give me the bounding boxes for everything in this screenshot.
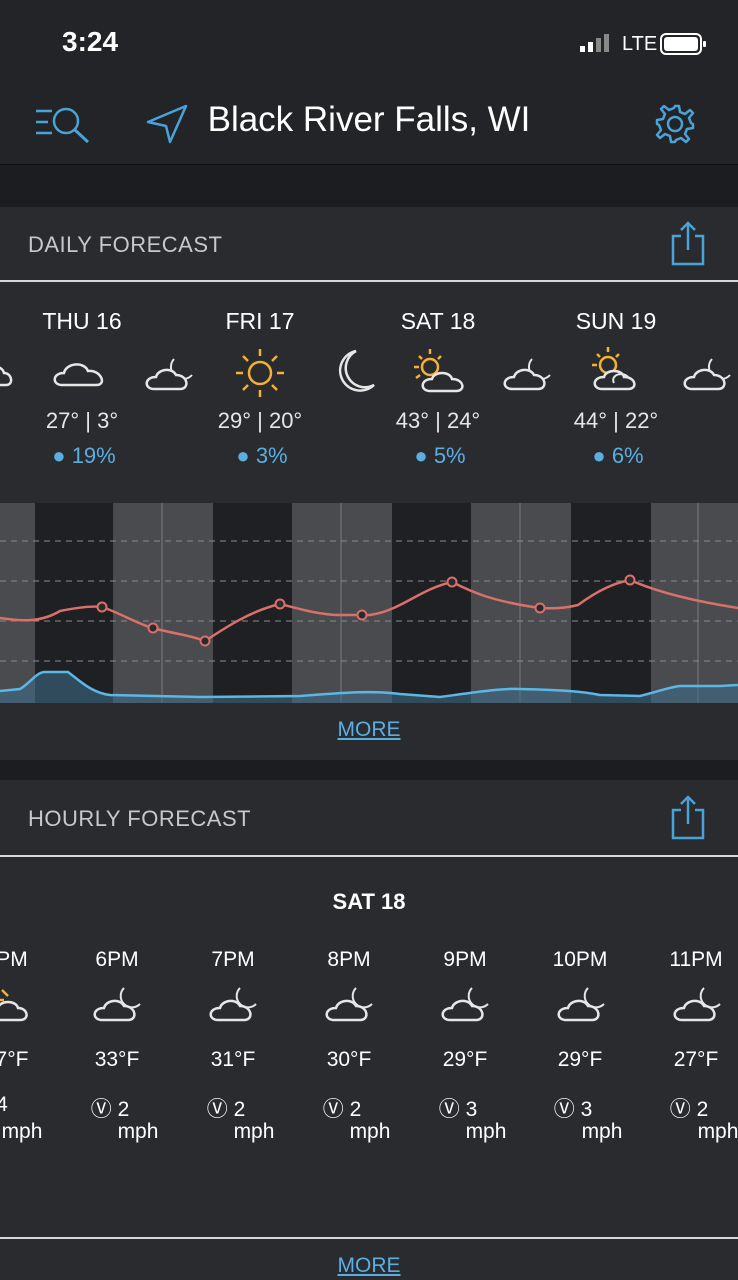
hour-wind: Ⓥ 2: [669, 1098, 709, 1121]
cloudy-night-icon: [557, 987, 605, 1022]
partly-sunny-icon: [414, 349, 464, 393]
partly-sunny-icon: [592, 347, 636, 391]
wind-direction-icon: Ⓥ: [322, 1098, 344, 1121]
hour-label: 10PM: [552, 948, 608, 971]
cloudy-night-icon: [683, 358, 731, 391]
daily-divider: [0, 280, 738, 282]
wind-unit: mph: [233, 1120, 275, 1143]
moon-icon: [338, 349, 375, 392]
hour-temp: 29°F: [557, 1048, 603, 1071]
day-label: SUN 19: [575, 308, 657, 334]
wind-unit: mph: [697, 1120, 738, 1143]
hour-label: 7PM: [211, 948, 255, 971]
wind-direction-icon: Ⓥ: [438, 1098, 460, 1121]
status-bar: [0, 0, 738, 88]
partly-sunny-icon: [0, 989, 28, 1022]
sun-icon: [236, 349, 284, 397]
hourly-forecast-title: HOURLY FORECAST: [28, 806, 252, 831]
share-icon[interactable]: [670, 220, 706, 266]
app-header: [0, 88, 738, 165]
day-precip: ● 19%: [52, 443, 116, 468]
hour-label: 8PM: [327, 948, 371, 971]
hour-wind: Ⓥ 2: [206, 1098, 246, 1121]
daily-more-link[interactable]: MORE: [337, 718, 401, 741]
day-precip: ● 6%: [592, 443, 644, 468]
cloudy-night-icon: [93, 987, 141, 1022]
day-label: SAT 18: [400, 308, 476, 334]
cloudy-night-icon: [145, 358, 193, 391]
hourly-more-link[interactable]: MORE: [337, 1254, 401, 1277]
cloudy-night-icon: [503, 358, 551, 391]
wind-direction-icon: Ⓥ: [206, 1098, 228, 1121]
hour-wind: Ⓥ 3: [438, 1098, 478, 1121]
hour-temp: 27°F: [673, 1048, 719, 1071]
wind-direction-icon: Ⓥ: [90, 1098, 112, 1121]
hour-label: 6PM: [95, 948, 139, 971]
hour-temp: 7°F: [0, 1048, 29, 1071]
battery-icon: [660, 33, 706, 55]
daily-forecast-title: DAILY FORECAST: [28, 232, 223, 257]
raindrop-icon: ●: [236, 443, 250, 468]
hour-temp: 33°F: [94, 1048, 140, 1071]
daily-icons-row: [0, 347, 731, 397]
search-menu-icon[interactable]: [34, 103, 92, 145]
gear-icon[interactable]: [654, 103, 696, 145]
hour-label: PM: [0, 948, 28, 971]
hour-label: 9PM: [443, 948, 487, 971]
hour-temp: 30°F: [326, 1048, 372, 1071]
wind-unit: mph: [581, 1120, 623, 1143]
cloud-icon: [0, 366, 13, 387]
hour-label: 11PM: [669, 948, 723, 971]
hourly-forecast-card: [0, 780, 738, 1280]
location-title[interactable]: Black River Falls, WI: [207, 100, 531, 139]
day-temps: 29° | 20°: [217, 408, 303, 433]
cloudy-night-icon: [209, 987, 257, 1022]
hour-wind: Ⓥ 3: [553, 1098, 593, 1121]
cloudy-night-icon: [325, 987, 373, 1022]
wind-unit: mph: [1, 1120, 43, 1143]
hourly-day-label: SAT 18: [332, 889, 406, 914]
signal-icon: [580, 34, 609, 52]
day-label: THU 16: [42, 308, 122, 334]
raindrop-icon: ●: [592, 443, 606, 468]
hour-wind: Ⓥ 2: [90, 1098, 130, 1121]
day-precip: ● 3%: [236, 443, 288, 468]
wind-direction-icon: Ⓥ: [553, 1098, 575, 1121]
day-temps: 44° | 22°: [573, 408, 659, 433]
cloud-icon: [53, 363, 104, 387]
wind-unit: mph: [117, 1120, 159, 1143]
raindrop-icon: ●: [52, 443, 66, 468]
day-temps: 27° | 3°: [45, 408, 119, 433]
night-bands: [0, 503, 738, 703]
hour-temp: 29°F: [442, 1048, 488, 1071]
day-precip: ● 5%: [414, 443, 466, 468]
hourly-divider: [0, 855, 738, 857]
wind-unit: mph: [465, 1120, 507, 1143]
wind-direction-icon: Ⓥ: [669, 1098, 691, 1121]
hour-wind: 4: [0, 1093, 8, 1116]
daily-graph: [0, 503, 738, 703]
status-time: 3:24: [62, 26, 119, 57]
share-icon[interactable]: [670, 794, 706, 840]
hourly-icons-row: [0, 987, 721, 1022]
hourly-bottom-divider: [0, 1237, 738, 1239]
raindrop-icon: ●: [414, 443, 428, 468]
cloudy-night-icon: [673, 987, 721, 1022]
location-arrow-icon[interactable]: [146, 104, 188, 144]
network-label: LTE: [622, 33, 658, 55]
wind-unit: mph: [349, 1120, 391, 1143]
hour-wind: Ⓥ 2: [322, 1098, 362, 1121]
day-temps: 43° | 24°: [395, 408, 481, 433]
cloudy-night-icon: [441, 987, 489, 1022]
day-label: FRI 17: [225, 308, 295, 334]
hour-temp: 31°F: [210, 1048, 256, 1071]
